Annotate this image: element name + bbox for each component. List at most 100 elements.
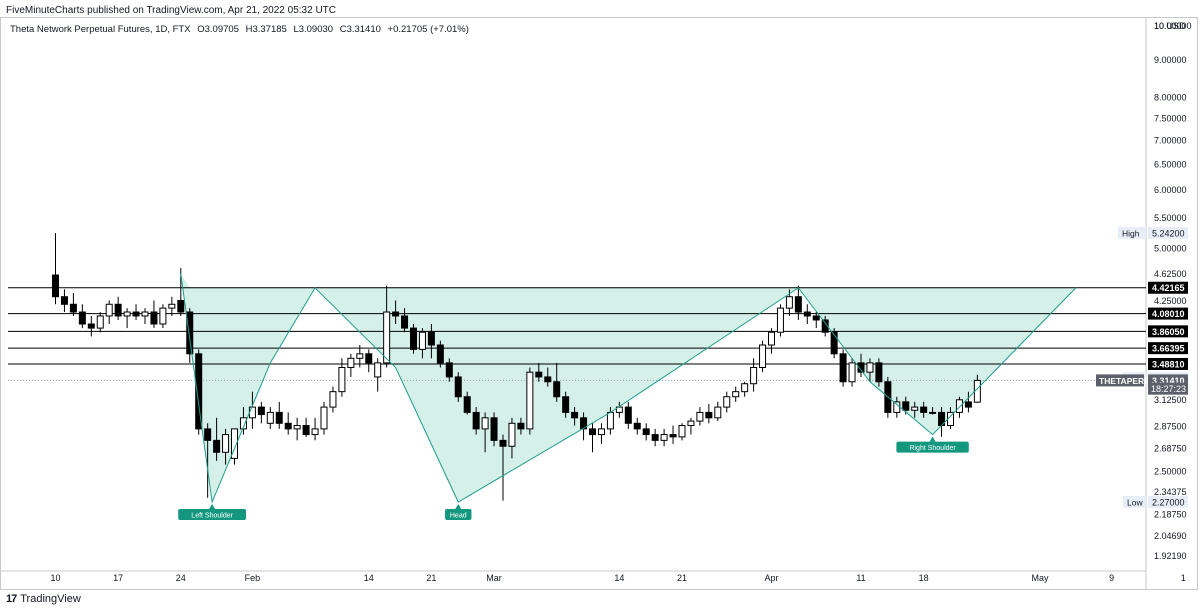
time-tick-label: Apr	[764, 573, 778, 583]
candle-body	[311, 428, 319, 436]
candle-body	[231, 428, 238, 459]
candle-body	[472, 411, 480, 430]
candle-body	[678, 425, 686, 438]
candle-body	[893, 401, 901, 413]
candle-body	[517, 422, 525, 430]
candle-body	[141, 311, 149, 317]
time-tick-label: 18	[919, 573, 929, 583]
candle-body	[302, 425, 310, 436]
time-tick-label: 21	[677, 573, 687, 583]
candle-body	[651, 434, 659, 441]
candle-body	[52, 274, 59, 298]
time-tick-label: 24	[176, 573, 186, 583]
candle-body	[463, 396, 471, 413]
legend-high: H3.37185	[245, 24, 287, 35]
annotation-label: Right Shoulder	[896, 436, 969, 453]
price-tick-label: 5.50000	[1154, 213, 1187, 223]
marker-price-text: 5.24200	[1152, 229, 1185, 239]
candle-body	[794, 296, 802, 313]
candle-body	[186, 311, 194, 355]
candle-body	[356, 353, 364, 359]
time-tick-label: 1	[1181, 573, 1186, 583]
symbol-tag	[1096, 374, 1144, 387]
candle-body	[168, 303, 176, 309]
price-tick-label: 10.00000	[1154, 21, 1192, 31]
candle-body	[803, 311, 811, 317]
candle-body	[580, 417, 588, 430]
time-tick-label: 9	[1109, 573, 1114, 583]
symbol-tag-text: THETAPERP	[1099, 376, 1150, 386]
price-tick-label: 8.00000	[1154, 93, 1187, 103]
candle-body	[481, 417, 489, 430]
chart-legend: Theta Network Perpetual Futures, 1D, FTX…	[10, 24, 473, 35]
price-tick-label: 1.92190	[1154, 551, 1187, 561]
candle-body	[347, 357, 355, 368]
candle-body	[821, 319, 829, 333]
candle-body	[499, 439, 507, 447]
legend-close: C3.31410	[339, 24, 381, 35]
candle-body	[427, 331, 435, 346]
candle-body	[329, 391, 337, 408]
marker-name-tag	[1118, 227, 1146, 240]
level-price-tag	[1148, 281, 1188, 294]
candle-body	[60, 296, 68, 305]
candle-body	[553, 381, 561, 398]
candle-body	[920, 406, 928, 413]
published-by-text: FiveMinuteCharts published on TradingVie…	[6, 5, 336, 16]
candle-body	[589, 428, 596, 436]
candle-body	[105, 303, 113, 317]
candle-body	[839, 353, 847, 383]
legend-open: O3.09705	[197, 24, 239, 35]
price-tick-label: 2.34375	[1154, 487, 1187, 497]
candle-body	[239, 417, 247, 430]
price-tick-label: 7.50000	[1154, 113, 1187, 123]
tradingview-logo-icon: 17	[6, 593, 17, 605]
candle-body	[714, 406, 722, 419]
legend-change: +0.21705 (+7.01%)	[387, 24, 469, 35]
time-tick-label: Mar	[486, 573, 502, 583]
candle-body	[535, 371, 543, 378]
footer: 17 TradingView	[6, 593, 81, 605]
candle-body	[114, 303, 122, 317]
annotation-text: Right Shoulder	[909, 445, 956, 452]
price-tick-label: 2.68750	[1154, 443, 1187, 453]
candle-body	[785, 296, 793, 309]
candle-body	[284, 422, 292, 430]
candle-body	[365, 353, 373, 364]
candle-body	[526, 371, 534, 430]
candle-body	[642, 428, 650, 436]
candle-body	[204, 428, 212, 441]
candle-body	[248, 406, 256, 419]
candle-body	[723, 396, 731, 408]
annotation-text: Left Shoulder	[191, 513, 233, 520]
level-price-tag	[1148, 307, 1188, 320]
annotation-pointer	[929, 436, 936, 442]
candle-body	[266, 411, 274, 424]
candle-body	[624, 406, 632, 424]
annotation-text: Head	[450, 513, 467, 520]
time-tick-label: Feb	[245, 573, 261, 583]
candle-body	[150, 311, 158, 325]
candle-body	[759, 344, 767, 368]
level-price-text: 3.86050	[1152, 327, 1185, 337]
annotation-pointer	[455, 504, 462, 510]
annotation-bg	[445, 509, 472, 521]
legend-low: L3.09030	[293, 24, 334, 35]
candle-body	[454, 376, 462, 398]
tradingview-brand: TradingView	[20, 593, 81, 605]
candle-body	[857, 362, 865, 373]
candle-body	[87, 323, 95, 329]
level-price-text: 3.48810	[1152, 359, 1185, 369]
price-tick-label: 4.25000	[1154, 296, 1187, 306]
countdown-tag	[1148, 382, 1188, 395]
currency-label: 10 USD	[1154, 21, 1186, 31]
candle-body	[964, 401, 972, 408]
candle-body	[875, 362, 883, 383]
level-price-text: 4.08010	[1152, 309, 1185, 319]
candle-body	[508, 422, 516, 447]
legend-symbol[interactable]: Theta Network Perpetual Futures, 1D, FTX	[10, 24, 191, 35]
candle-body	[687, 420, 695, 427]
candle-body	[338, 366, 346, 393]
candle-body	[848, 362, 856, 383]
